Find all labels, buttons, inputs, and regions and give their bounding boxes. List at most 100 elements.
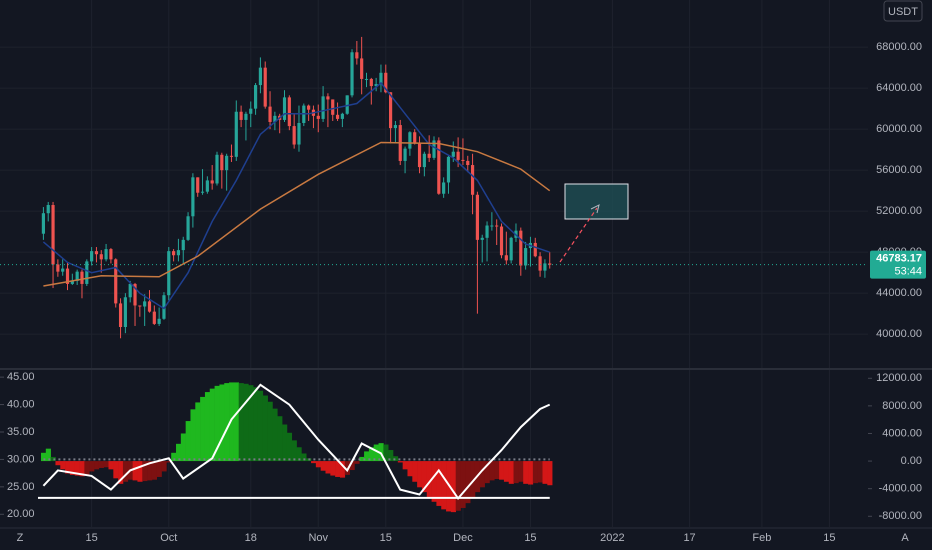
- histogram-bar: [325, 461, 331, 474]
- y-tick-label: 44000.00: [876, 287, 922, 299]
- candle-body: [46, 205, 50, 214]
- candle-body: [41, 213, 45, 234]
- projection-arrow[interactable]: [559, 207, 598, 263]
- candle-body: [495, 225, 499, 227]
- histogram-bar: [282, 424, 288, 462]
- candle-body: [446, 156, 451, 183]
- last-price-label: 46783.17: [876, 253, 922, 265]
- histogram-bar: [489, 461, 495, 481]
- histogram-bar: [436, 461, 442, 506]
- candle-body: [56, 264, 60, 272]
- histogram-bar: [388, 450, 394, 462]
- moving-average: [42, 81, 550, 310]
- histogram-bar: [354, 461, 360, 464]
- y-tick-label: 56000.00: [876, 164, 922, 176]
- candle-body: [157, 318, 161, 324]
- last-price-tag: [870, 250, 926, 279]
- candle-body: [422, 153, 426, 168]
- histogram-bar: [103, 461, 109, 468]
- histogram-bar: [431, 461, 437, 502]
- zoom-button[interactable]: Z: [17, 532, 24, 544]
- histogram-bar: [532, 461, 538, 484]
- candle-body: [109, 249, 113, 260]
- arrow-head: [590, 204, 600, 214]
- histogram-bar: [499, 461, 505, 480]
- candle-body: [128, 283, 132, 298]
- histogram-bar: [383, 444, 389, 462]
- candle-body: [316, 115, 320, 119]
- candle-body: [244, 113, 248, 120]
- quote-box[interactable]: [883, 0, 923, 22]
- candle-body: [389, 92, 393, 129]
- y-tick-label: 20.00: [7, 508, 35, 520]
- histogram-bar: [190, 409, 196, 462]
- histogram-bar: [494, 461, 500, 480]
- histogram-bar: [98, 461, 104, 468]
- candle-body: [249, 108, 253, 114]
- histogram-bar: [417, 461, 423, 488]
- plot: [0, 36, 868, 513]
- histogram-bar: [229, 382, 235, 462]
- candle-body: [133, 283, 137, 306]
- histogram-bar: [455, 461, 461, 511]
- histogram-bar: [344, 461, 350, 475]
- histogram-bar: [84, 461, 90, 475]
- candle-body: [268, 106, 272, 122]
- candle-body: [65, 268, 70, 284]
- candle-body: [94, 251, 99, 255]
- candle-body: [205, 180, 209, 192]
- candle-body: [51, 205, 55, 265]
- histogram-bar: [315, 461, 321, 468]
- histogram-bar: [537, 461, 543, 483]
- histogram-bar: [171, 452, 177, 462]
- candle-body: [519, 230, 523, 266]
- candle-body: [99, 254, 103, 260]
- histogram-bar: [330, 461, 336, 476]
- histogram-bar: [253, 387, 259, 462]
- candle-body: [470, 165, 475, 195]
- x-tick-label: 15: [823, 532, 835, 544]
- candle-body: [355, 52, 359, 59]
- candle-body: [85, 261, 89, 284]
- histogram-bar: [267, 401, 273, 462]
- target-box[interactable]: [564, 183, 629, 220]
- histogram-bar: [40, 452, 47, 462]
- histogram-bar: [147, 461, 153, 481]
- histogram-bar: [393, 456, 399, 462]
- histogram-bar: [277, 416, 283, 462]
- x-tick-label: 2022: [600, 532, 624, 544]
- histogram-bar: [402, 461, 408, 470]
- histogram-bar: [364, 451, 370, 462]
- histogram-bar: [233, 382, 239, 462]
- histogram-bar: [113, 461, 119, 479]
- histogram-bar: [65, 461, 71, 474]
- histogram-bar: [151, 461, 158, 480]
- x-tick-label: 15: [524, 532, 536, 544]
- candle-body: [75, 271, 79, 281]
- histogram-bar: [204, 392, 211, 462]
- histogram-bar: [122, 461, 129, 482]
- candle-body: [181, 239, 185, 251]
- histogram-bar: [339, 461, 346, 478]
- y2-tick-label: 0.00: [901, 455, 922, 467]
- candle-body: [480, 237, 484, 240]
- candle-body: [379, 72, 383, 85]
- candle-body: [215, 154, 219, 184]
- histogram-bar: [523, 461, 529, 484]
- histogram-bar: [378, 443, 384, 462]
- candle-body: [196, 177, 200, 193]
- y-tick-label: 35.00: [7, 426, 35, 438]
- candle-body: [364, 78, 369, 80]
- candle-body: [220, 154, 224, 171]
- candle-body: [369, 78, 373, 87]
- histogram-bar: [214, 385, 220, 462]
- y2-tick-label: 8000.00: [882, 400, 922, 412]
- x-tick-label: 18: [245, 532, 257, 544]
- candle-body: [162, 295, 166, 319]
- histogram-bar: [460, 461, 466, 508]
- auto-scale-button[interactable]: A: [901, 532, 909, 544]
- histogram-bar: [407, 461, 413, 477]
- y-tick-label: 25.00: [7, 481, 35, 493]
- candle-body: [152, 311, 156, 324]
- histogram-bar: [50, 456, 56, 462]
